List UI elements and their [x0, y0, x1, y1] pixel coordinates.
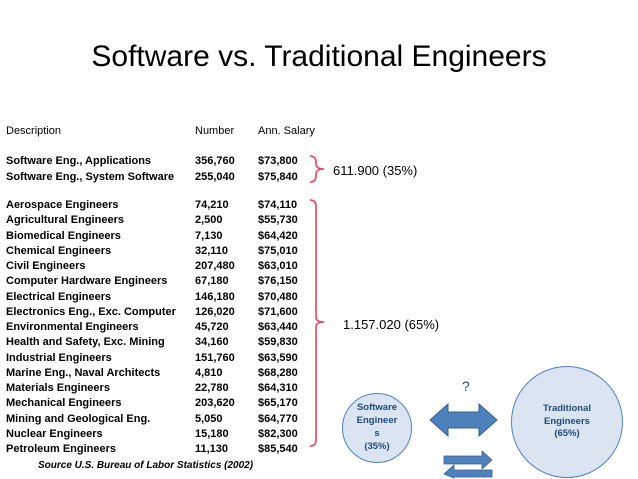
row-number: 34,160 [195, 336, 229, 349]
row-salary: $70,480 [258, 290, 298, 303]
row-number: 151,760 [195, 351, 235, 364]
row-salary: $82,300 [258, 427, 298, 440]
row-salary: $73,800 [258, 155, 298, 167]
row-number: 67,180 [195, 275, 229, 288]
row-number: 203,620 [195, 397, 235, 410]
row-description: Health and Safety, Exc. Mining [6, 336, 165, 349]
header-number: Number [195, 125, 235, 137]
row-salary: $74,110 [258, 199, 298, 211]
row-description: Chemical Engineers [6, 244, 112, 257]
traditional-circle-line3: (65%) [554, 428, 580, 440]
row-description: Petroleum Engineers [6, 443, 117, 455]
row-description: Agricultural Engineers [6, 214, 124, 227]
row-number: 207,480 [195, 260, 235, 272]
row-number: 22,780 [195, 382, 229, 394]
row-description: Biomedical Engineers [6, 229, 121, 242]
traditional-circle-line1: Traditional [542, 402, 592, 414]
row-description: Marine Eng., Naval Architects [6, 366, 161, 379]
row-number: 7,130 [195, 229, 223, 242]
row-description: Civil Engineers [6, 260, 86, 272]
software-circle-line4: (35%) [364, 440, 390, 452]
row-description: Software Eng., System Software [6, 170, 175, 183]
row-salary: $63,010 [258, 260, 298, 272]
row-salary: $65,170 [258, 397, 298, 410]
row-salary: $64,420 [258, 229, 298, 242]
row-number: 255,040 [195, 170, 235, 183]
software-bracket [309, 155, 325, 183]
row-description: Mining and Geological Eng. [6, 412, 151, 425]
row-salary: $75,840 [258, 170, 298, 183]
header-salary: Ann. Salary [258, 125, 315, 137]
row-number: 146,180 [195, 290, 235, 303]
header-description: Description [6, 125, 62, 137]
row-number: 4,810 [195, 366, 223, 379]
row-number: 32,110 [195, 244, 229, 257]
row-description: Aerospace Engineers [6, 199, 119, 211]
row-description: Software Eng., Applications [6, 155, 152, 167]
row-number: 126,020 [195, 305, 235, 318]
row-description: Mechanical Engineers [6, 397, 122, 410]
row-number: 356,760 [195, 155, 235, 167]
traditional-total: 1.157.020 (65%) [343, 317, 440, 332]
row-number: 15,180 [195, 427, 229, 440]
row-salary: $59,830 [258, 336, 298, 349]
row-description: Environmental Engineers [6, 321, 139, 333]
row-description: Materials Engineers [6, 382, 110, 394]
row-description: Nuclear Engineers [6, 427, 103, 440]
row-description: Computer Hardware Engineers [6, 275, 168, 288]
row-number: 11,130 [195, 443, 229, 455]
row-salary: $76,150 [258, 275, 298, 288]
row-salary: $68,280 [258, 366, 298, 379]
software-total: 611.900 (35%) [333, 163, 418, 178]
row-number: 2,500 [195, 214, 223, 227]
row-salary: $55,730 [258, 214, 298, 227]
traditional-bracket [309, 199, 325, 447]
row-salary: $64,310 [258, 382, 298, 394]
software-circle-line2: Engineer [356, 415, 398, 427]
software-circle: Software Engineer s (35%) [342, 393, 412, 463]
slide-title: Software vs. Traditional Engineers [91, 40, 547, 73]
row-number: 45,720 [195, 321, 229, 333]
software-circle-line1: Software [356, 402, 398, 414]
row-salary: $64,770 [258, 412, 298, 425]
row-salary: $71,600 [258, 305, 298, 318]
row-salary: $75,010 [258, 244, 298, 257]
traditional-circle-line2: Engineers [544, 415, 590, 427]
swap-arrows-icon [443, 450, 493, 479]
row-number: 74,210 [195, 199, 229, 211]
row-description: Electrical Engineers [6, 290, 112, 303]
row-salary: $63,440 [258, 321, 298, 333]
question-mark: ? [462, 378, 470, 394]
double-arrow-icon [429, 402, 498, 438]
software-circle-line3: s [374, 428, 380, 439]
row-salary: $63,590 [258, 351, 298, 364]
row-description: Industrial Engineers [6, 351, 112, 364]
traditional-circle: Traditional Engineers (65%) [511, 366, 623, 478]
row-number: 5,050 [195, 412, 223, 425]
row-description: Electronics Eng., Exc. Computer [6, 305, 176, 318]
row-salary: $85,540 [258, 443, 298, 455]
source-note: Source U.S. Bureau of Labor Statistics (… [38, 460, 254, 471]
